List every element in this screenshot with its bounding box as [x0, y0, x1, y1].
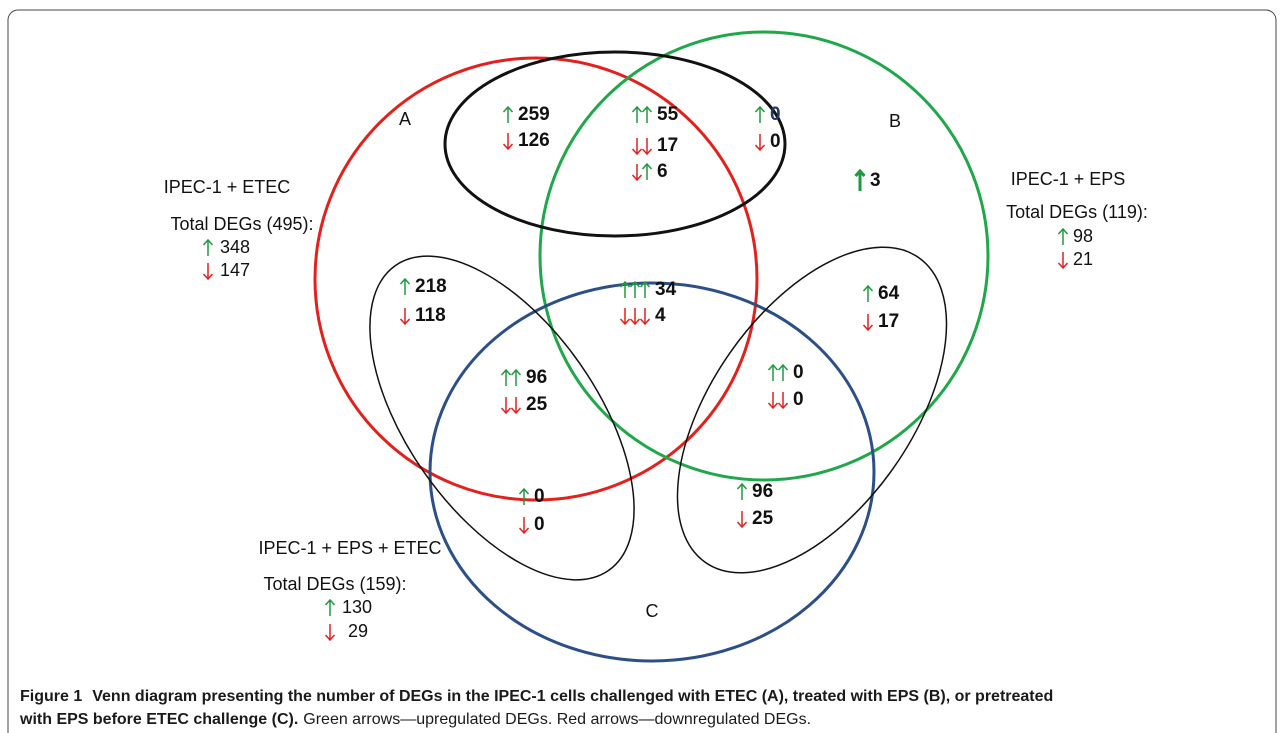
- arrow-head: [510, 407, 522, 415]
- caption-line: with EPS before ETEC challenge (C). Green…: [19, 711, 811, 728]
- arrow-head: [777, 363, 789, 371]
- arrow-head: [777, 402, 789, 410]
- arrow-head: [629, 318, 641, 326]
- caption-title: Venn diagram presenting the number of DE…: [92, 688, 1053, 705]
- region-count: 126: [518, 130, 550, 151]
- region-count: 4: [655, 305, 666, 326]
- region-count: 0: [793, 389, 804, 410]
- set-letter: A: [399, 109, 411, 129]
- arrow-head: [736, 482, 748, 490]
- caption-title: with EPS before ETEC challenge (C).: [19, 711, 298, 728]
- region-count: 25: [752, 508, 774, 529]
- arrow-head: [510, 368, 522, 376]
- region-count: 96: [526, 367, 547, 388]
- region-count: 0: [770, 131, 781, 152]
- arrow-head: [641, 162, 653, 170]
- set-up-count: 348: [220, 237, 250, 257]
- arrow-head: [324, 634, 336, 642]
- region-count: 17: [657, 135, 678, 156]
- arrow-head: [754, 105, 766, 113]
- arrow-head: [399, 277, 411, 285]
- arrow-head: [639, 318, 651, 326]
- arrow-head: [1057, 262, 1069, 270]
- overlap-ellipse: [369, 255, 635, 581]
- arrow-head: [631, 174, 643, 182]
- set-down-count: 147: [220, 260, 250, 280]
- arrow-head: [399, 318, 411, 326]
- arrow-head: [518, 527, 530, 535]
- arrow-head: [862, 324, 874, 332]
- region-count: 0: [534, 514, 545, 535]
- arrow-head: [631, 148, 643, 156]
- arrow-head: [754, 144, 766, 152]
- arrow-head: [619, 318, 631, 326]
- region-count: 0: [793, 362, 804, 383]
- arrow-head: [767, 363, 779, 371]
- region-count: 55: [657, 104, 679, 125]
- arrow-head: [736, 521, 748, 529]
- region-count: 6: [657, 161, 668, 182]
- arrow-head: [502, 105, 514, 113]
- arrow-head: [202, 238, 214, 246]
- arrow-head: [629, 280, 641, 288]
- overlap-ellipse: [676, 246, 948, 574]
- region-count: 25: [526, 394, 548, 415]
- region-count: 218: [415, 276, 447, 297]
- arrow-head: [1057, 227, 1069, 235]
- set-down-count: 21: [1073, 249, 1093, 269]
- arrow-head: [767, 402, 779, 410]
- arrow-head: [641, 105, 653, 113]
- region-count: 259: [518, 104, 550, 125]
- arrow-head: [862, 284, 874, 292]
- arrow-head: [500, 407, 512, 415]
- caption-note: Green arrows—upregulated DEGs. Red arrow…: [303, 711, 811, 728]
- set-c-circle: [428, 281, 876, 663]
- set-total: Total DEGs (119):: [1006, 202, 1148, 222]
- set-total: Total DEGs (495):: [170, 214, 313, 234]
- set-b-circle: [538, 30, 990, 482]
- set-up-count: 130: [342, 597, 372, 617]
- set-name: IPEC-1 + ETEC: [164, 177, 291, 197]
- arrow-head: [631, 105, 643, 113]
- region-count: 3: [870, 170, 881, 191]
- arrow-head: [854, 168, 866, 178]
- region-count: 0: [770, 104, 781, 125]
- arrow-head: [639, 280, 651, 288]
- region-count: 0: [534, 486, 545, 507]
- region-count: 96: [752, 481, 773, 502]
- arrow-head: [500, 368, 512, 376]
- arrow-head: [502, 143, 514, 151]
- arrow-head: [202, 273, 214, 281]
- region-count: 64: [878, 283, 900, 304]
- set-up-count: 98: [1073, 226, 1093, 246]
- set-a-circle: [313, 56, 759, 502]
- set-name: IPEC-1 + EPS + ETEC: [258, 538, 441, 558]
- overlap-ellipse: [443, 50, 787, 238]
- arrow-head: [619, 280, 631, 288]
- region-count: 118: [415, 305, 446, 326]
- arrow-head: [518, 487, 530, 495]
- set-down-count: 29: [348, 621, 368, 641]
- set-total: Total DEGs (159):: [263, 574, 406, 594]
- set-letter: C: [646, 601, 659, 621]
- arrow-head: [324, 598, 336, 606]
- set-name: IPEC-1 + EPS: [1011, 169, 1126, 189]
- arrow-head: [641, 148, 653, 156]
- region-count: 34: [655, 279, 677, 300]
- set-letter: B: [889, 111, 901, 131]
- figure-frame: [7, 9, 1277, 733]
- caption-label: Figure 1: [20, 688, 82, 705]
- region-count: 17: [878, 311, 899, 332]
- caption-line: Figure 1 Venn diagram presenting the numb…: [20, 688, 1053, 705]
